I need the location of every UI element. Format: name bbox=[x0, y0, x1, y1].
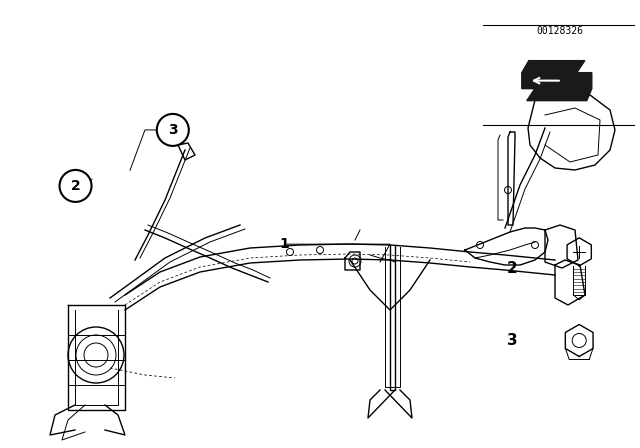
Circle shape bbox=[572, 333, 586, 348]
Text: 3: 3 bbox=[507, 333, 517, 348]
Circle shape bbox=[60, 170, 92, 202]
Text: 2: 2 bbox=[70, 179, 81, 193]
Text: 1: 1 bbox=[280, 237, 290, 251]
Polygon shape bbox=[522, 60, 592, 101]
Circle shape bbox=[157, 114, 189, 146]
Text: 3: 3 bbox=[168, 123, 178, 137]
Text: 2: 2 bbox=[507, 261, 517, 276]
Text: 00128326: 00128326 bbox=[536, 26, 584, 36]
